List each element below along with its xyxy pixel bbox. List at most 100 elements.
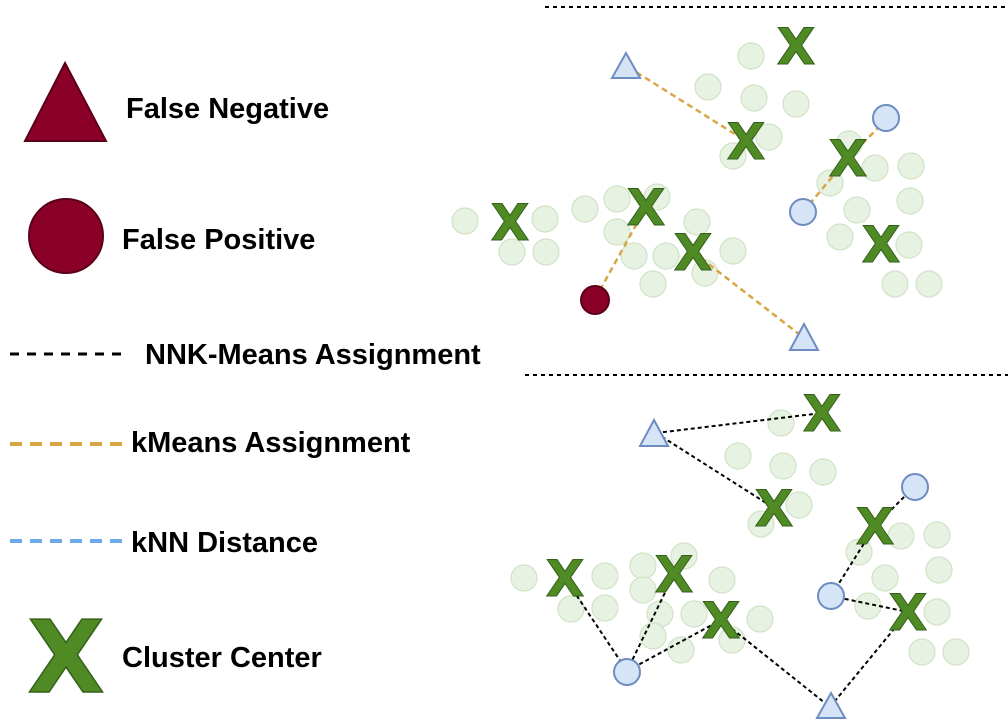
legend-knn-label: kNN Distance <box>131 527 318 559</box>
background-point <box>629 576 657 604</box>
cluster-center-icon: X <box>546 550 585 608</box>
cluster-center-icon: X <box>829 130 868 188</box>
background-point <box>620 242 648 270</box>
false-positive-circle-icon <box>580 285 610 315</box>
cluster-center-icon: X <box>755 480 794 538</box>
background-point <box>708 566 736 594</box>
kmeans-line <box>593 206 648 300</box>
background-point <box>896 187 924 215</box>
background-point <box>451 207 479 235</box>
background-point <box>740 84 768 112</box>
background-point <box>809 458 837 486</box>
query-circle-icon <box>901 473 929 501</box>
nnk-line <box>655 412 823 434</box>
kmeans-line <box>627 65 747 143</box>
background-point <box>694 73 722 101</box>
background-point <box>683 208 711 236</box>
background-point <box>895 231 923 259</box>
background-point <box>915 270 943 298</box>
cluster-center-icon: X <box>27 599 104 716</box>
background-point <box>746 605 774 633</box>
legend-nnk-means-label: NNK-Means Assignment <box>145 339 481 371</box>
cluster-center-icon: X <box>777 18 816 76</box>
query-triangle-icon <box>788 321 820 351</box>
background-point <box>591 594 619 622</box>
background-point <box>826 223 854 251</box>
background-point <box>897 152 925 180</box>
cluster-center-icon: X <box>862 216 901 274</box>
background-point <box>942 638 970 666</box>
background-point <box>782 90 810 118</box>
nnk-line <box>830 595 909 613</box>
background-point <box>769 452 797 480</box>
background-point <box>887 522 915 550</box>
query-circle-icon <box>789 198 817 226</box>
background-point <box>603 185 631 213</box>
kmeans-line <box>692 251 805 339</box>
nnk-cluster-centers: X X X X X X X <box>545 385 928 651</box>
legend-false-positive-label: False Positive <box>122 224 315 256</box>
cluster-center-icon: X <box>627 179 666 237</box>
background-point <box>532 238 560 266</box>
background-point <box>531 205 559 233</box>
cluster-center-icon: X <box>889 584 928 642</box>
background-point <box>785 491 813 519</box>
background-point <box>923 521 951 549</box>
nnk-line <box>626 573 675 672</box>
query-triangle-icon <box>638 417 670 447</box>
cluster-center-icon: X <box>491 194 530 252</box>
background-point <box>510 564 538 592</box>
background-point <box>871 564 899 592</box>
background-point <box>557 595 585 623</box>
false-negative-triangle-icon <box>23 60 108 142</box>
false-positive-circle-icon <box>28 198 104 274</box>
cluster-center-icon: X <box>674 224 713 282</box>
cluster-center-icon: X <box>655 546 694 604</box>
legend-false-negative-label: False Negative <box>126 93 329 125</box>
kmeans-query-points <box>580 50 900 351</box>
nnk-line <box>655 432 775 509</box>
background-point <box>854 592 882 620</box>
background-point <box>816 169 844 197</box>
background-point <box>908 638 936 666</box>
nnk-line <box>720 619 831 708</box>
background-point <box>755 123 783 151</box>
nnk-line <box>564 577 628 672</box>
background-point <box>843 196 871 224</box>
cluster-center-icon: X <box>856 498 895 556</box>
background-point <box>680 600 708 628</box>
query-circle-icon <box>872 104 900 132</box>
background-point <box>571 195 599 223</box>
background-point <box>747 510 775 538</box>
query-circle-icon <box>613 658 641 686</box>
nnk-background-points <box>510 409 970 666</box>
legend-kmeans-label: kMeans Assignment <box>131 427 411 459</box>
background-point <box>498 238 526 266</box>
nnk-line <box>626 619 722 672</box>
background-point <box>925 556 953 584</box>
nnk-means-panel: X X X X X X X <box>510 385 970 719</box>
background-point <box>603 218 631 246</box>
kmeans-background-points <box>451 42 943 298</box>
kmeans-panel: X X X X X X X <box>451 18 943 351</box>
legend-cluster-center-label: Cluster Center <box>122 642 322 674</box>
background-point <box>923 598 951 626</box>
cluster-center-icon: X <box>702 592 741 650</box>
background-point <box>652 242 680 270</box>
background-point <box>861 154 889 182</box>
background-point <box>643 183 671 211</box>
kmeans-cluster-centers: X X X X X X X <box>490 18 901 283</box>
background-point <box>719 142 747 170</box>
background-point <box>881 270 909 298</box>
background-point <box>670 542 698 570</box>
query-triangle-icon <box>815 690 847 719</box>
background-point <box>667 636 695 664</box>
background-point <box>639 622 667 650</box>
background-point <box>591 562 619 590</box>
legend: False Negative False Positive NNK-Means … <box>10 60 481 717</box>
cluster-center-icon: X <box>803 385 842 443</box>
query-circle-icon <box>817 582 845 610</box>
query-triangle-icon <box>610 50 642 79</box>
background-point <box>767 409 795 437</box>
cluster-center-icon: X <box>727 113 766 171</box>
